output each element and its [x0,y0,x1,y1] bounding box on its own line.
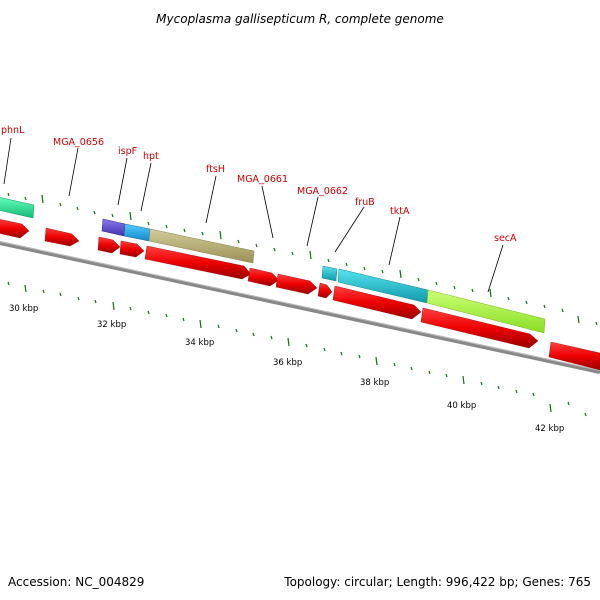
gene-label-lines [3,137,504,293]
mga0662-feature[interactable] [321,265,338,282]
gene-label-ispf: ispF [118,146,137,157]
outer-ticks [7,192,598,326]
kbp-label: 38 kbp [360,378,389,388]
gene-labels: phnL MGA_0656 ispF hpt ftsH MGA_0661 MGA… [1,125,517,244]
cds-arrow[interactable] [317,282,333,299]
kbp-label: 42 kbp [535,424,564,434]
gene-label-seca: secA [494,233,517,244]
map-title: Mycoplasma gallisepticum R, complete gen… [156,12,444,26]
phnl-feature[interactable] [0,197,35,219]
topology-text: Topology: circular; Length: 996,422 bp; … [283,575,591,589]
seca-feature[interactable] [426,289,546,334]
gene-label-mga0662: MGA_0662 [297,186,348,197]
gene-label-hpt: hpt [143,151,159,162]
gene-label-phnl: phnL [1,125,25,136]
kbp-label: 32 kbp [97,320,126,330]
kbp-label: 40 kbp [447,401,476,411]
cds-arrow[interactable] [247,267,280,287]
cds-arrow[interactable] [44,227,80,247]
cds-arrow[interactable] [0,219,30,239]
gene-label-ftsh: ftsH [206,164,225,175]
ftsh-feature[interactable] [148,228,255,264]
cds-arrow[interactable] [420,307,539,349]
inner-ticks [7,281,587,417]
cds-arrow[interactable] [548,341,600,371]
kbp-label: 36 kbp [273,358,302,368]
ispf-feature[interactable] [101,218,126,237]
cds-arrow[interactable] [332,285,422,320]
cds-arrow[interactable] [119,240,145,258]
cds-track [0,219,600,371]
feature-track-upper [0,197,546,334]
gene-label-frub: fruB [355,197,375,208]
kbp-labels: 30 kbp 32 kbp 34 kbp 36 kbp 38 kbp 40 kb… [9,304,564,434]
gene-label-tkta: tktA [390,206,410,217]
cds-arrow[interactable] [275,273,318,295]
genome-backbone [0,241,600,374]
genome-backbone-highlight [0,241,600,371]
gene-label-mga0656: MGA_0656 [53,137,104,148]
hpt-feature[interactable] [123,223,151,242]
kbp-label: 34 kbp [185,338,214,348]
gene-label-mga0661: MGA_0661 [237,174,288,185]
cds-arrow[interactable] [97,236,121,254]
kbp-label: 30 kbp [9,304,38,314]
accession-text: Accession: NC_004829 [8,575,144,589]
cds-arrow[interactable] [144,245,252,280]
